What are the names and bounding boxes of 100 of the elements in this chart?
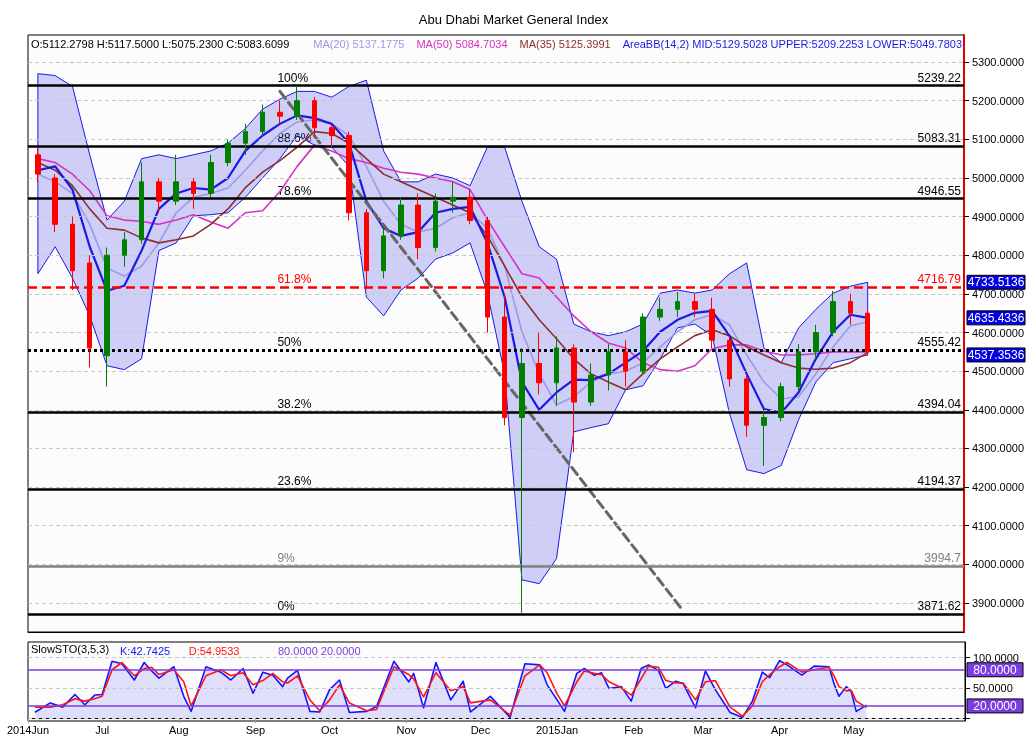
candlestick (243, 123, 248, 156)
candlestick (657, 297, 663, 322)
series-label: D:54.9533 (188, 644, 240, 657)
annotation: O:5112.2798 H:5117.5000 L:5075.2300 C:5083.6099 (31, 37, 290, 50)
y-tick-label: 4200.0000 (972, 481, 1024, 494)
candlestick (467, 189, 473, 225)
x-tick-label: 2015Jan (535, 723, 579, 736)
text: MA(20) 5137.1775 (313, 38, 405, 50)
x-tick-label: Nov (396, 723, 417, 736)
candlestick (52, 173, 58, 233)
y-tick-label: 5100.0000 (972, 133, 1024, 146)
text: 4733.5136 (967, 275, 1025, 290)
annotation: 61.8% (277, 272, 312, 287)
candlestick (778, 382, 784, 422)
ref-line-label: 5083.31 (917, 130, 962, 145)
candlestick (588, 362, 594, 407)
ref-line-label: 3871.62 (917, 598, 962, 613)
candlestick (727, 335, 732, 388)
y-tick-label: 100.0000 (973, 651, 1019, 664)
candlestick (312, 96, 317, 136)
candlestick (139, 162, 144, 245)
candlestick (433, 192, 438, 252)
candlestick (381, 227, 386, 279)
candlestick (606, 343, 611, 391)
candlestick (830, 290, 836, 337)
candlestick (761, 409, 767, 467)
ref-line-label: 20.0000 (973, 698, 1018, 713)
candlestick (294, 85, 300, 121)
candlestick (156, 177, 162, 214)
ref-line-label: 4946.55 (917, 183, 962, 198)
y-tick-label: 4700.0000 (972, 287, 1024, 300)
candlestick (865, 308, 870, 357)
y-tick-label: 4800.0000 (972, 249, 1024, 262)
x-tick-label: May (843, 723, 865, 736)
y-tick-label: 4000.0000 (972, 558, 1024, 571)
candlestick (173, 154, 179, 206)
text: MA(35) 5125.3991 (519, 38, 611, 50)
candlestick (744, 374, 749, 438)
y-tick-label: 50.0000 (973, 681, 1013, 694)
ref-line-label: 3994.7 (924, 551, 962, 566)
y-tick-label: 4100.0000 (972, 519, 1024, 532)
chart-title: SlowSTO(3,5,3) (31, 642, 110, 655)
y-tick-label: 5000.0000 (972, 171, 1024, 184)
x-tick-label: Dec (470, 723, 491, 736)
y-tick-label: 3900.0000 (972, 597, 1024, 610)
candlestick (450, 181, 456, 214)
candlestick (277, 100, 283, 125)
series-label: K:42.7425 (120, 644, 171, 657)
candlestick (692, 293, 698, 318)
candlestick (346, 131, 352, 221)
candlestick (122, 231, 127, 268)
candlestick (554, 335, 559, 407)
candlestick (848, 293, 853, 326)
candlestick (519, 347, 525, 614)
text: MA(50) 5084.7034 (416, 38, 508, 50)
candlestick (813, 324, 819, 361)
ref-line-label: 4716.79 (917, 272, 962, 287)
x-tick-label: Feb (624, 723, 644, 736)
annotation: 100% (277, 70, 309, 85)
x-tick-label: Mar (693, 723, 713, 736)
ref-line-label: 4194.37 (917, 474, 962, 489)
y-tick-label: 4900.0000 (972, 210, 1024, 223)
candlestick (709, 297, 715, 349)
ref-line-label: 5239.22 (917, 70, 962, 85)
candlestick (536, 332, 542, 395)
candlestick (502, 293, 507, 426)
candlestick (415, 192, 421, 260)
candlestick (640, 312, 646, 376)
candlestick (191, 177, 196, 210)
candlestick (571, 343, 577, 453)
x-tick-label: Apr (771, 723, 789, 736)
candlestick (675, 291, 680, 318)
candlestick (208, 154, 214, 198)
annotation: 38.2% (277, 397, 312, 412)
ref-line-label: 80.0000 (973, 662, 1018, 677)
candlestick (329, 123, 335, 148)
chart-title: Abu Dhabi Market General Index (418, 12, 609, 27)
candlestick (35, 146, 41, 183)
ref-line-label: 4555.42 (917, 334, 962, 349)
y-tick-label: 4600.0000 (972, 326, 1024, 339)
text: 4635.4336 (967, 310, 1025, 325)
candlestick (398, 196, 404, 241)
candlestick (623, 339, 628, 388)
x-tick-label: Oct (321, 723, 339, 736)
candlestick (225, 138, 231, 167)
x-tick-label: Jul (95, 723, 110, 736)
y-tick-label: 4300.0000 (972, 442, 1024, 455)
annotation: 50% (277, 334, 302, 349)
y-tick-label: 5200.0000 (972, 94, 1024, 107)
text: 4537.3536 (967, 347, 1025, 362)
candlestick (796, 343, 801, 391)
x-tick-label: 2014Jun (6, 723, 50, 736)
annotation: 80.0000 20.0000 (278, 644, 361, 657)
x-tick-label: Aug (169, 723, 189, 736)
candlestick (260, 104, 265, 136)
y-tick-label: 4400.0000 (972, 403, 1024, 416)
annotation: 9% (277, 551, 296, 566)
ref-line-label: 4394.04 (917, 397, 962, 412)
y-tick-label: 4500.0000 (972, 365, 1024, 378)
annotation: 23.6% (277, 474, 312, 489)
